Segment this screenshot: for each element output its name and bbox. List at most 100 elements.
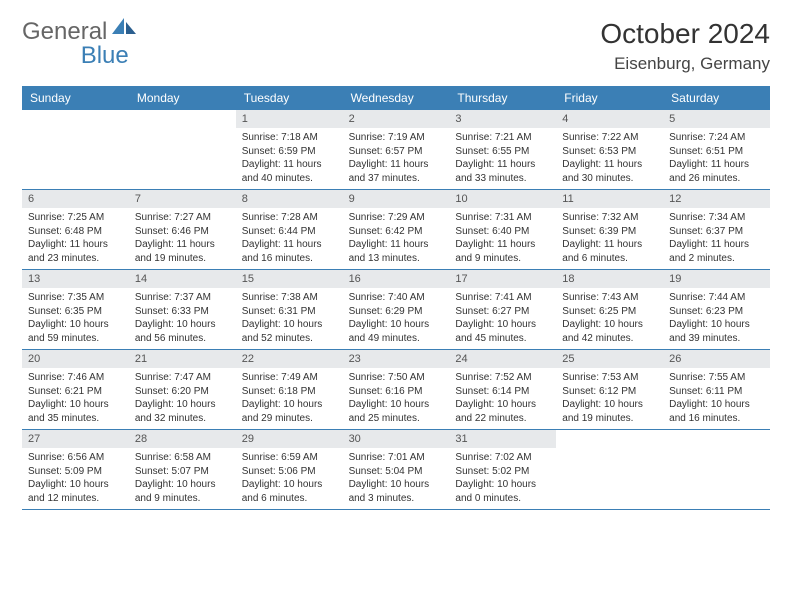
- daylight-text: Daylight: 10 hours and 32 minutes.: [135, 398, 230, 425]
- calendar-cell: [663, 430, 770, 509]
- calendar-cell: 26Sunrise: 7:55 AMSunset: 6:11 PMDayligh…: [663, 350, 770, 429]
- cell-body: Sunrise: 7:24 AMSunset: 6:51 PMDaylight:…: [663, 128, 770, 189]
- day-number: 30: [343, 430, 450, 448]
- daylight-text: Daylight: 11 hours and 26 minutes.: [669, 158, 764, 185]
- daylight-text: Daylight: 11 hours and 40 minutes.: [242, 158, 337, 185]
- calendar-cell: 17Sunrise: 7:41 AMSunset: 6:27 PMDayligh…: [449, 270, 556, 349]
- day-number: 21: [129, 350, 236, 368]
- sunset-text: Sunset: 6:51 PM: [669, 145, 764, 159]
- sunset-text: Sunset: 5:07 PM: [135, 465, 230, 479]
- cell-body: Sunrise: 7:32 AMSunset: 6:39 PMDaylight:…: [556, 208, 663, 269]
- sunrise-text: Sunrise: 7:32 AM: [562, 211, 657, 225]
- day-number: 20: [22, 350, 129, 368]
- cell-body: Sunrise: 6:58 AMSunset: 5:07 PMDaylight:…: [129, 448, 236, 509]
- daylight-text: Daylight: 11 hours and 19 minutes.: [135, 238, 230, 265]
- daylight-text: Daylight: 10 hours and 6 minutes.: [242, 478, 337, 505]
- day-number: 29: [236, 430, 343, 448]
- sunrise-text: Sunrise: 7:38 AM: [242, 291, 337, 305]
- calendar-cell: 6Sunrise: 7:25 AMSunset: 6:48 PMDaylight…: [22, 190, 129, 269]
- calendar-cell: 31Sunrise: 7:02 AMSunset: 5:02 PMDayligh…: [449, 430, 556, 509]
- day-number: 23: [343, 350, 450, 368]
- daylight-text: Daylight: 11 hours and 6 minutes.: [562, 238, 657, 265]
- daylight-text: Daylight: 11 hours and 9 minutes.: [455, 238, 550, 265]
- cell-body: Sunrise: 7:35 AMSunset: 6:35 PMDaylight:…: [22, 288, 129, 349]
- day-number: 27: [22, 430, 129, 448]
- cell-body: Sunrise: 6:59 AMSunset: 5:06 PMDaylight:…: [236, 448, 343, 509]
- calendar-cell: 24Sunrise: 7:52 AMSunset: 6:14 PMDayligh…: [449, 350, 556, 429]
- day-number: 1: [236, 110, 343, 128]
- day-number: 31: [449, 430, 556, 448]
- sunset-text: Sunset: 5:09 PM: [28, 465, 123, 479]
- sunset-text: Sunset: 6:27 PM: [455, 305, 550, 319]
- day-header: Thursday: [449, 86, 556, 110]
- daylight-text: Daylight: 10 hours and 29 minutes.: [242, 398, 337, 425]
- day-number: 5: [663, 110, 770, 128]
- cell-body: Sunrise: 7:29 AMSunset: 6:42 PMDaylight:…: [343, 208, 450, 269]
- day-number: 3: [449, 110, 556, 128]
- daylight-text: Daylight: 10 hours and 0 minutes.: [455, 478, 550, 505]
- sunrise-text: Sunrise: 7:29 AM: [349, 211, 444, 225]
- day-number: 18: [556, 270, 663, 288]
- calendar-cell: 8Sunrise: 7:28 AMSunset: 6:44 PMDaylight…: [236, 190, 343, 269]
- sunrise-text: Sunrise: 7:21 AM: [455, 131, 550, 145]
- day-number: 28: [129, 430, 236, 448]
- sunrise-text: Sunrise: 7:01 AM: [349, 451, 444, 465]
- daylight-text: Daylight: 11 hours and 33 minutes.: [455, 158, 550, 185]
- calendar-cell: [556, 430, 663, 509]
- sunrise-text: Sunrise: 7:22 AM: [562, 131, 657, 145]
- sunrise-text: Sunrise: 7:40 AM: [349, 291, 444, 305]
- calendar-cell: 2Sunrise: 7:19 AMSunset: 6:57 PMDaylight…: [343, 110, 450, 189]
- sunset-text: Sunset: 6:14 PM: [455, 385, 550, 399]
- sunrise-text: Sunrise: 7:18 AM: [242, 131, 337, 145]
- day-number: [556, 430, 663, 448]
- cell-body: Sunrise: 7:31 AMSunset: 6:40 PMDaylight:…: [449, 208, 556, 269]
- day-header: Wednesday: [343, 86, 450, 110]
- cell-body: Sunrise: 7:49 AMSunset: 6:18 PMDaylight:…: [236, 368, 343, 429]
- daylight-text: Daylight: 11 hours and 23 minutes.: [28, 238, 123, 265]
- daylight-text: Daylight: 11 hours and 13 minutes.: [349, 238, 444, 265]
- daylight-text: Daylight: 10 hours and 56 minutes.: [135, 318, 230, 345]
- calendar-cell: 4Sunrise: 7:22 AMSunset: 6:53 PMDaylight…: [556, 110, 663, 189]
- day-number: 15: [236, 270, 343, 288]
- sunset-text: Sunset: 6:12 PM: [562, 385, 657, 399]
- cell-body: Sunrise: 7:21 AMSunset: 6:55 PMDaylight:…: [449, 128, 556, 189]
- daylight-text: Daylight: 10 hours and 35 minutes.: [28, 398, 123, 425]
- cell-body: Sunrise: 7:55 AMSunset: 6:11 PMDaylight:…: [663, 368, 770, 429]
- day-number: 13: [22, 270, 129, 288]
- calendar-cell: 12Sunrise: 7:34 AMSunset: 6:37 PMDayligh…: [663, 190, 770, 269]
- sunset-text: Sunset: 6:20 PM: [135, 385, 230, 399]
- day-header: Sunday: [22, 86, 129, 110]
- daylight-text: Daylight: 11 hours and 37 minutes.: [349, 158, 444, 185]
- day-number: [129, 110, 236, 128]
- sunset-text: Sunset: 5:06 PM: [242, 465, 337, 479]
- day-number: 11: [556, 190, 663, 208]
- page-header: General October 2024 Eisenburg, Germany: [22, 18, 770, 74]
- sunset-text: Sunset: 6:35 PM: [28, 305, 123, 319]
- day-number: 14: [129, 270, 236, 288]
- sunset-text: Sunset: 6:23 PM: [669, 305, 764, 319]
- daylight-text: Daylight: 10 hours and 39 minutes.: [669, 318, 764, 345]
- day-number: 24: [449, 350, 556, 368]
- sunrise-text: Sunrise: 7:27 AM: [135, 211, 230, 225]
- sunrise-text: Sunrise: 7:31 AM: [455, 211, 550, 225]
- calendar-cell: 5Sunrise: 7:24 AMSunset: 6:51 PMDaylight…: [663, 110, 770, 189]
- cell-body: Sunrise: 7:27 AMSunset: 6:46 PMDaylight:…: [129, 208, 236, 269]
- cell-body: Sunrise: 6:56 AMSunset: 5:09 PMDaylight:…: [22, 448, 129, 509]
- sunrise-text: Sunrise: 7:34 AM: [669, 211, 764, 225]
- cell-body: Sunrise: 7:40 AMSunset: 6:29 PMDaylight:…: [343, 288, 450, 349]
- calendar-cell: 15Sunrise: 7:38 AMSunset: 6:31 PMDayligh…: [236, 270, 343, 349]
- day-number: 12: [663, 190, 770, 208]
- cell-body: Sunrise: 7:22 AMSunset: 6:53 PMDaylight:…: [556, 128, 663, 189]
- calendar-cell: 19Sunrise: 7:44 AMSunset: 6:23 PMDayligh…: [663, 270, 770, 349]
- calendar-cell: 27Sunrise: 6:56 AMSunset: 5:09 PMDayligh…: [22, 430, 129, 509]
- cell-body: Sunrise: 7:02 AMSunset: 5:02 PMDaylight:…: [449, 448, 556, 509]
- cell-body: Sunrise: 7:19 AMSunset: 6:57 PMDaylight:…: [343, 128, 450, 189]
- calendar-cell: 28Sunrise: 6:58 AMSunset: 5:07 PMDayligh…: [129, 430, 236, 509]
- sunrise-text: Sunrise: 7:02 AM: [455, 451, 550, 465]
- sunrise-text: Sunrise: 7:41 AM: [455, 291, 550, 305]
- sunrise-text: Sunrise: 7:19 AM: [349, 131, 444, 145]
- sunrise-text: Sunrise: 7:44 AM: [669, 291, 764, 305]
- week-row: 20Sunrise: 7:46 AMSunset: 6:21 PMDayligh…: [22, 350, 770, 430]
- cell-body: Sunrise: 7:34 AMSunset: 6:37 PMDaylight:…: [663, 208, 770, 269]
- sunrise-text: Sunrise: 7:50 AM: [349, 371, 444, 385]
